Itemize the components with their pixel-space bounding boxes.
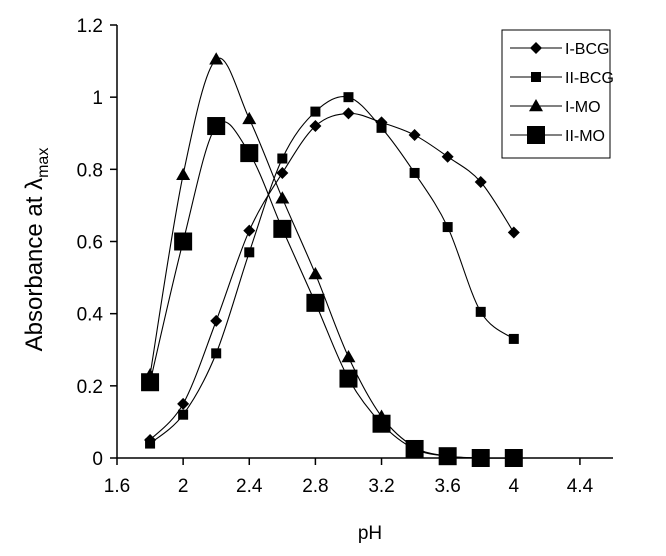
data-point-ii-mo <box>438 447 457 466</box>
y-tick-label: 0.4 <box>77 305 104 326</box>
y-tick-label: 0 <box>92 449 103 470</box>
series-line-i-bcg <box>149 112 515 441</box>
series-line-ii-mo <box>149 121 514 459</box>
data-point-ii-bcg <box>376 122 387 133</box>
legend-marker <box>530 42 542 54</box>
legend-marker <box>527 126 545 144</box>
x-tick-label: 3.6 <box>434 476 460 497</box>
data-point-ii-mo <box>240 144 259 163</box>
y-tick-label: 1 <box>92 88 103 109</box>
data-point-i-mo <box>308 266 323 280</box>
data-point-i-bcg <box>441 150 454 163</box>
data-point-ii-bcg <box>508 333 519 344</box>
data-point-ii-mo <box>273 219 292 238</box>
x-ticks: 1.6 2 2.4 2.8 3.2 3.6 4 4.4 <box>104 458 594 497</box>
legend-item-ii-mo: II-MO <box>510 126 605 145</box>
series-i-mo <box>143 52 521 464</box>
data-point-ii-bcg <box>310 106 321 117</box>
x-tick-label: 2 <box>178 476 189 497</box>
legend-label: II-BCG <box>565 70 614 87</box>
data-point-i-bcg <box>408 129 421 142</box>
data-point-ii-mo <box>372 414 391 433</box>
series-layer <box>141 52 523 467</box>
series-ii-mo <box>141 117 523 467</box>
y-tick-label: 0.6 <box>77 233 103 254</box>
y-tick-label: 1.2 <box>77 16 103 37</box>
legend: I-BCG II-BCG I-MO II-MO <box>501 29 614 159</box>
data-point-i-bcg <box>507 226 520 239</box>
y-axis-label-subscript: max <box>35 148 52 178</box>
data-point-ii-mo <box>471 449 490 467</box>
data-point-ii-bcg <box>145 438 156 449</box>
x-tick-label: 3.2 <box>368 476 394 497</box>
data-point-ii-mo <box>141 373 160 392</box>
data-point-i-mo <box>242 111 257 125</box>
data-point-i-mo <box>275 191 290 204</box>
x-tick-label: 2.4 <box>236 476 263 497</box>
x-axis-label: pH <box>358 523 382 544</box>
data-point-ii-bcg <box>178 409 189 420</box>
data-point-ii-bcg <box>244 247 255 258</box>
legend-marker <box>531 72 541 82</box>
data-point-ii-mo <box>174 232 193 251</box>
x-tick-label: 2.8 <box>302 476 328 497</box>
data-point-ii-bcg <box>475 306 486 317</box>
data-point-ii-bcg <box>409 167 420 178</box>
data-point-ii-bcg <box>211 348 222 359</box>
data-point-ii-bcg <box>277 153 288 164</box>
data-point-i-mo <box>209 52 224 65</box>
y-axis-label: Absorbance at λmax <box>21 148 52 352</box>
y-tick-label: 0.8 <box>77 160 103 181</box>
data-point-i-bcg <box>309 120 322 133</box>
data-point-ii-mo <box>504 449 523 467</box>
data-point-ii-mo <box>405 439 424 458</box>
axes: 0 0.2 0.4 0.6 0.8 1 1.2 1.6 2 2.4 2.8 3.2 3.6 4 4.4 <box>77 16 613 497</box>
data-point-i-mo <box>341 349 356 363</box>
legend-box <box>501 29 611 159</box>
data-point-ii-bcg <box>343 92 354 103</box>
x-tick-label: 1.6 <box>104 476 130 497</box>
data-point-ii-mo <box>306 293 325 312</box>
legend-label: I-MO <box>565 99 601 116</box>
legend-item-i-bcg: I-BCG <box>510 41 609 58</box>
y-tick-label: 0.2 <box>77 377 103 398</box>
legend-label: II-MO <box>565 128 605 145</box>
y-axis-label-main: Absorbance at λ <box>21 178 48 351</box>
series-i-bcg <box>144 107 520 446</box>
legend-item-i-mo: I-MO <box>510 99 601 116</box>
x-tick-label: 4 <box>509 476 520 497</box>
series-line-ii-bcg <box>149 96 515 444</box>
data-point-ii-bcg <box>442 222 453 233</box>
data-point-i-mo <box>176 167 191 180</box>
data-point-i-bcg <box>474 175 487 188</box>
data-point-i-bcg <box>243 224 256 237</box>
data-point-i-bcg <box>342 107 355 120</box>
y-ticks: 0 0.2 0.4 0.6 0.8 1 1.2 <box>77 16 117 470</box>
data-point-ii-mo <box>207 117 226 136</box>
data-point-i-bcg <box>276 166 289 179</box>
legend-label: I-BCG <box>565 41 609 58</box>
legend-item-ii-bcg: II-BCG <box>510 70 614 87</box>
data-point-i-bcg <box>210 314 223 327</box>
data-point-ii-mo <box>339 369 358 388</box>
data-point-i-bcg <box>177 397 190 410</box>
svg-text:Absorbance at λmax: Absorbance at λmax <box>21 148 52 352</box>
x-tick-label: 4.4 <box>567 476 594 497</box>
series-ii-bcg <box>145 92 519 449</box>
legend-marker <box>529 99 543 112</box>
